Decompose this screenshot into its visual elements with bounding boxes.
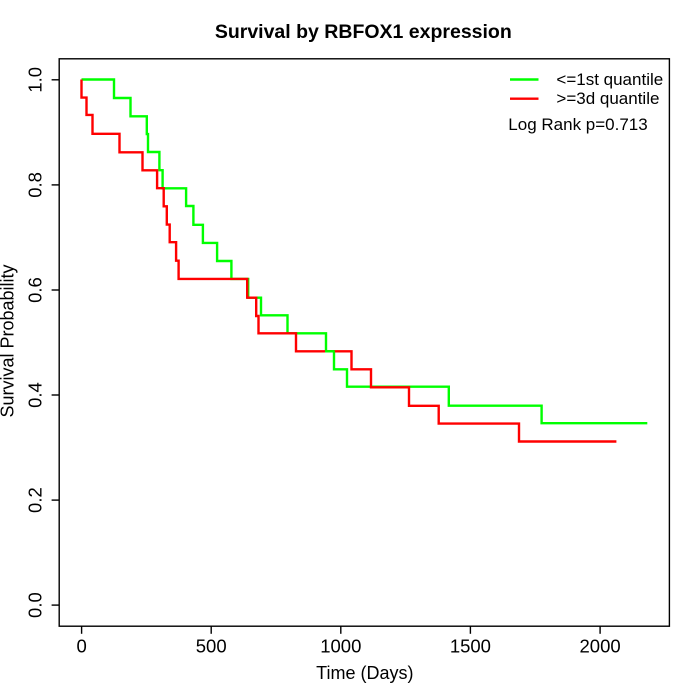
svg-text:<=1st quantile: <=1st quantile [556, 70, 663, 89]
svg-text:1000: 1000 [320, 636, 361, 657]
svg-text:500: 500 [196, 636, 227, 657]
svg-text:0: 0 [76, 636, 86, 657]
svg-text:0.6: 0.6 [24, 277, 45, 303]
svg-text:0.8: 0.8 [24, 172, 45, 198]
svg-text:Log Rank p=0.713: Log Rank p=0.713 [508, 115, 647, 134]
svg-text:0.0: 0.0 [24, 592, 45, 618]
svg-text:Time (Days): Time (Days) [316, 663, 413, 683]
svg-text:>=3d quantile: >=3d quantile [556, 89, 659, 108]
svg-text:Survival by RBFOX1 expression: Survival by RBFOX1 expression [215, 21, 512, 43]
svg-text:0.2: 0.2 [24, 487, 45, 513]
svg-text:0.4: 0.4 [24, 382, 45, 408]
svg-text:2000: 2000 [580, 636, 621, 657]
svg-text:1500: 1500 [450, 636, 491, 657]
svg-text:Survival Probability: Survival Probability [0, 264, 18, 417]
svg-text:1.0: 1.0 [24, 67, 45, 93]
